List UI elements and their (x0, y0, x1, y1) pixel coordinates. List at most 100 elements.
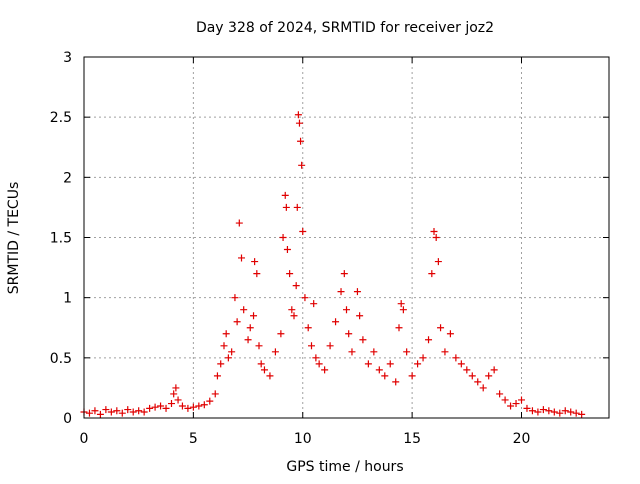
data-point (266, 372, 274, 380)
data-point (490, 366, 498, 374)
data-point (428, 270, 436, 278)
data-point (217, 360, 225, 368)
data-point (251, 258, 259, 266)
data-point (395, 324, 403, 332)
data-point (220, 342, 228, 350)
data-point (512, 400, 520, 408)
data-point (403, 348, 411, 356)
data-point (441, 348, 449, 356)
data-point (140, 408, 148, 416)
data-point (292, 282, 300, 290)
data-point (556, 409, 564, 417)
data-point (337, 288, 345, 296)
data-point (189, 403, 197, 411)
data-point (419, 354, 427, 362)
data-point (375, 366, 383, 374)
data-point (572, 409, 580, 417)
data-point (310, 300, 318, 308)
x-tick-label: 5 (189, 431, 198, 447)
data-point (432, 234, 440, 241)
data-point (326, 342, 334, 350)
data-point (298, 161, 306, 169)
data-point (184, 404, 192, 412)
data-point (172, 384, 180, 392)
data-point (539, 406, 547, 414)
data-point (178, 402, 186, 410)
data-point (345, 330, 353, 338)
data-point (222, 330, 230, 338)
data-point (397, 300, 405, 308)
x-tick-label: 0 (80, 431, 89, 447)
data-point (294, 111, 302, 119)
data-point (200, 401, 208, 409)
grid (84, 57, 609, 418)
y-tick-label: 2 (63, 170, 72, 186)
data-point (213, 372, 221, 380)
data-point (312, 354, 320, 362)
data-point (479, 384, 487, 392)
data-point (231, 294, 239, 302)
data-point (392, 378, 400, 386)
data-point (157, 402, 165, 410)
data-point (501, 396, 509, 404)
data-point (135, 407, 143, 415)
data-point (250, 312, 258, 320)
data-point (195, 402, 203, 410)
data-point (255, 342, 263, 350)
data-point (370, 348, 378, 356)
y-tick-label: 1 (63, 291, 72, 307)
y-tick-label: 1.5 (50, 231, 72, 247)
data-point (238, 254, 245, 262)
data-point (496, 390, 504, 398)
data-point (356, 312, 364, 320)
data-point (414, 360, 422, 368)
data-point (561, 407, 569, 415)
data-point (170, 390, 178, 398)
data-point (96, 410, 104, 418)
data-point (286, 270, 294, 278)
data-point (578, 410, 586, 418)
data-point (321, 366, 329, 374)
data-point (301, 294, 309, 302)
data-point (233, 318, 241, 326)
data-point (240, 306, 248, 314)
data-point (457, 360, 465, 368)
data-point (353, 288, 361, 296)
data-point (206, 397, 214, 405)
axis-ticks: 0 5 10 15 20 0 0.5 1 1.5 2 2.5 3 (50, 50, 609, 447)
x-tick-label: 15 (403, 431, 421, 447)
data-point (567, 408, 575, 416)
data-point (359, 336, 367, 344)
data-point (348, 348, 356, 356)
data-point (257, 360, 265, 368)
data-point (408, 372, 416, 380)
chart-title: Day 328 of 2024, SRMTID for receiver joz… (196, 20, 494, 36)
y-tick-label: 2.5 (50, 110, 72, 126)
data-point (146, 404, 154, 412)
data-point (518, 396, 525, 404)
data-point (340, 270, 348, 278)
data-point (463, 366, 471, 374)
data-point (290, 312, 298, 320)
data-point (279, 234, 287, 241)
data-point (437, 324, 445, 332)
data-point (304, 324, 312, 332)
data-point (434, 258, 442, 266)
data-point (297, 137, 305, 145)
data-point (224, 354, 232, 362)
data-point (211, 390, 219, 398)
data-point (91, 407, 99, 415)
data-point (430, 227, 438, 235)
data-point (425, 336, 433, 344)
data-point (129, 408, 137, 416)
x-tick-label: 10 (294, 431, 312, 447)
data-point (271, 348, 279, 356)
data-point (534, 408, 542, 416)
data-point (283, 246, 291, 254)
data-point (235, 219, 243, 227)
data-point (244, 336, 252, 344)
data-point (282, 203, 290, 211)
